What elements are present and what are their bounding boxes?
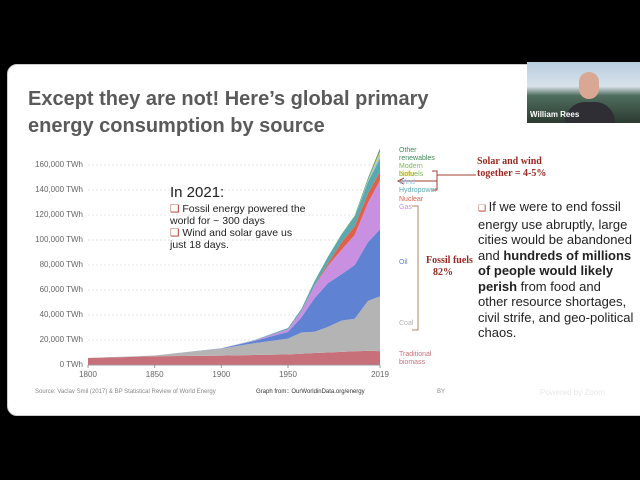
inset: In 2021: ❑ Fossil energy powered the wor… (170, 184, 310, 251)
x-tick-label: 1900 (212, 370, 230, 379)
legend-label: Other renewables (399, 147, 435, 162)
person-head (579, 72, 599, 99)
person (565, 102, 615, 123)
x-tick-label: 1800 (79, 370, 97, 379)
legend-label: Coal (399, 320, 414, 327)
inset-bullet-text: Wind and solar gave us just 18 days. (170, 227, 293, 251)
inset-bullet: ❑ Wind and solar gave us just 18 days. (170, 227, 293, 251)
area (88, 229, 380, 358)
inset-heading: In 2021: (170, 184, 225, 201)
source: Source: Vaclav Smil (2017) & BP Statisti… (35, 389, 216, 395)
legend-label: Modern biofuels (399, 163, 424, 178)
y-tick-label: 120,000 TWh (35, 210, 83, 219)
y-tick-label: 160,000 TWh (35, 160, 83, 169)
video-tile: William Rees (527, 62, 640, 123)
side-text-part: If we were to end fossil energy use abru… (478, 199, 632, 263)
y-tick-label: 60,000 TWh (40, 285, 83, 294)
side-text-bold: hundreds of millions of people would lik… (478, 247, 632, 294)
y-tick-label: 0 TWh (60, 360, 83, 369)
side-text: ❑ If we were to end fossil energy use ab… (478, 199, 634, 341)
x-tick-label: 1950 (279, 370, 297, 379)
legend-label: Hydropower (399, 187, 437, 194)
legend-label: Nuclear (399, 196, 424, 203)
y-tick-label: 100,000 TWh (35, 235, 83, 244)
fossil-share: 82% (433, 267, 453, 278)
legend-label: Gas (399, 204, 412, 211)
legend-label: Oil (399, 259, 408, 266)
license: BY (437, 389, 446, 395)
watermark: Powered by Zoom (540, 388, 605, 397)
fossil-note: Fossil fuels (426, 255, 473, 266)
inset-bullet: ❑ Fossil energy powered the world for ~ … (170, 203, 306, 227)
x-tick-label: 1850 (146, 370, 164, 379)
slide-title: Except they are not! Here’s global prima… (28, 88, 429, 137)
x-tick-label: 2019 (371, 370, 389, 379)
area (88, 350, 380, 365)
video-name: William Rees (530, 110, 580, 119)
y-tick-label: 80,000 TWh (40, 260, 83, 269)
fossil-bracket (412, 205, 419, 331)
solar-wind-note: Solar and wind together = 4-5% (477, 156, 547, 179)
inset-bullet-text: Fossil energy powered the world for ~ 30… (170, 203, 306, 227)
legend-label: Solar (399, 171, 416, 178)
area (88, 296, 380, 359)
y-tick-label: 140,000 TWh (35, 185, 83, 194)
legend-label: Wind (399, 179, 415, 186)
legend-label: Traditional biomass (399, 351, 432, 366)
graph-from: Graph from:: OurWorldinData.org/energy (256, 389, 365, 395)
side-text-part: from food and other resource shortages, … (478, 278, 634, 341)
y-tick-label: 20,000 TWh (40, 335, 83, 344)
y-tick-label: 40,000 TWh (40, 310, 83, 319)
solar-wind-bracket (396, 170, 476, 191)
